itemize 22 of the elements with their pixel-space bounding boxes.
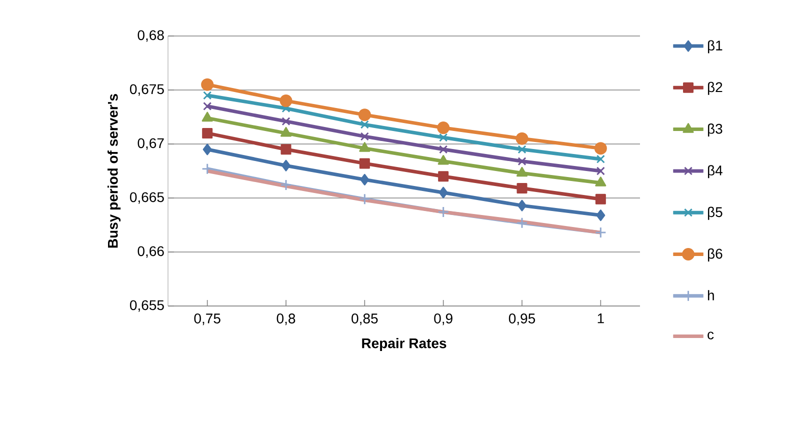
y-tick-label: 0,665	[130, 192, 164, 204]
x-tick-label: 0,95	[508, 314, 536, 326]
legend-label: c	[708, 332, 714, 340]
y-tick-label: 0,68	[138, 30, 164, 42]
x-tick-label: 0,75	[194, 314, 220, 326]
x-tick-label: 0,85	[352, 314, 378, 326]
x-tick-label: 0,9	[434, 314, 452, 326]
y-tick-label: 0,675	[130, 84, 164, 96]
y-axis-title: Busy period of server's	[108, 94, 121, 248]
x-axis-title: Repair Rates	[362, 338, 446, 352]
y-tick-label: 0,66	[138, 246, 164, 258]
x-tick-label: 0,8	[276, 314, 296, 326]
y-tick-label: 0,655	[130, 300, 164, 312]
legend-label: β2	[708, 82, 722, 95]
y-tick-label: 0,67	[138, 138, 164, 150]
legend-label: β6	[708, 248, 722, 262]
legend-label: β3	[708, 123, 722, 137]
x-tick-label: 1	[598, 314, 604, 324]
legend-label: β4	[708, 165, 722, 178]
legend-label: h	[708, 290, 714, 300]
legend-label: β1	[708, 40, 722, 54]
legend-label: β5	[708, 206, 722, 220]
